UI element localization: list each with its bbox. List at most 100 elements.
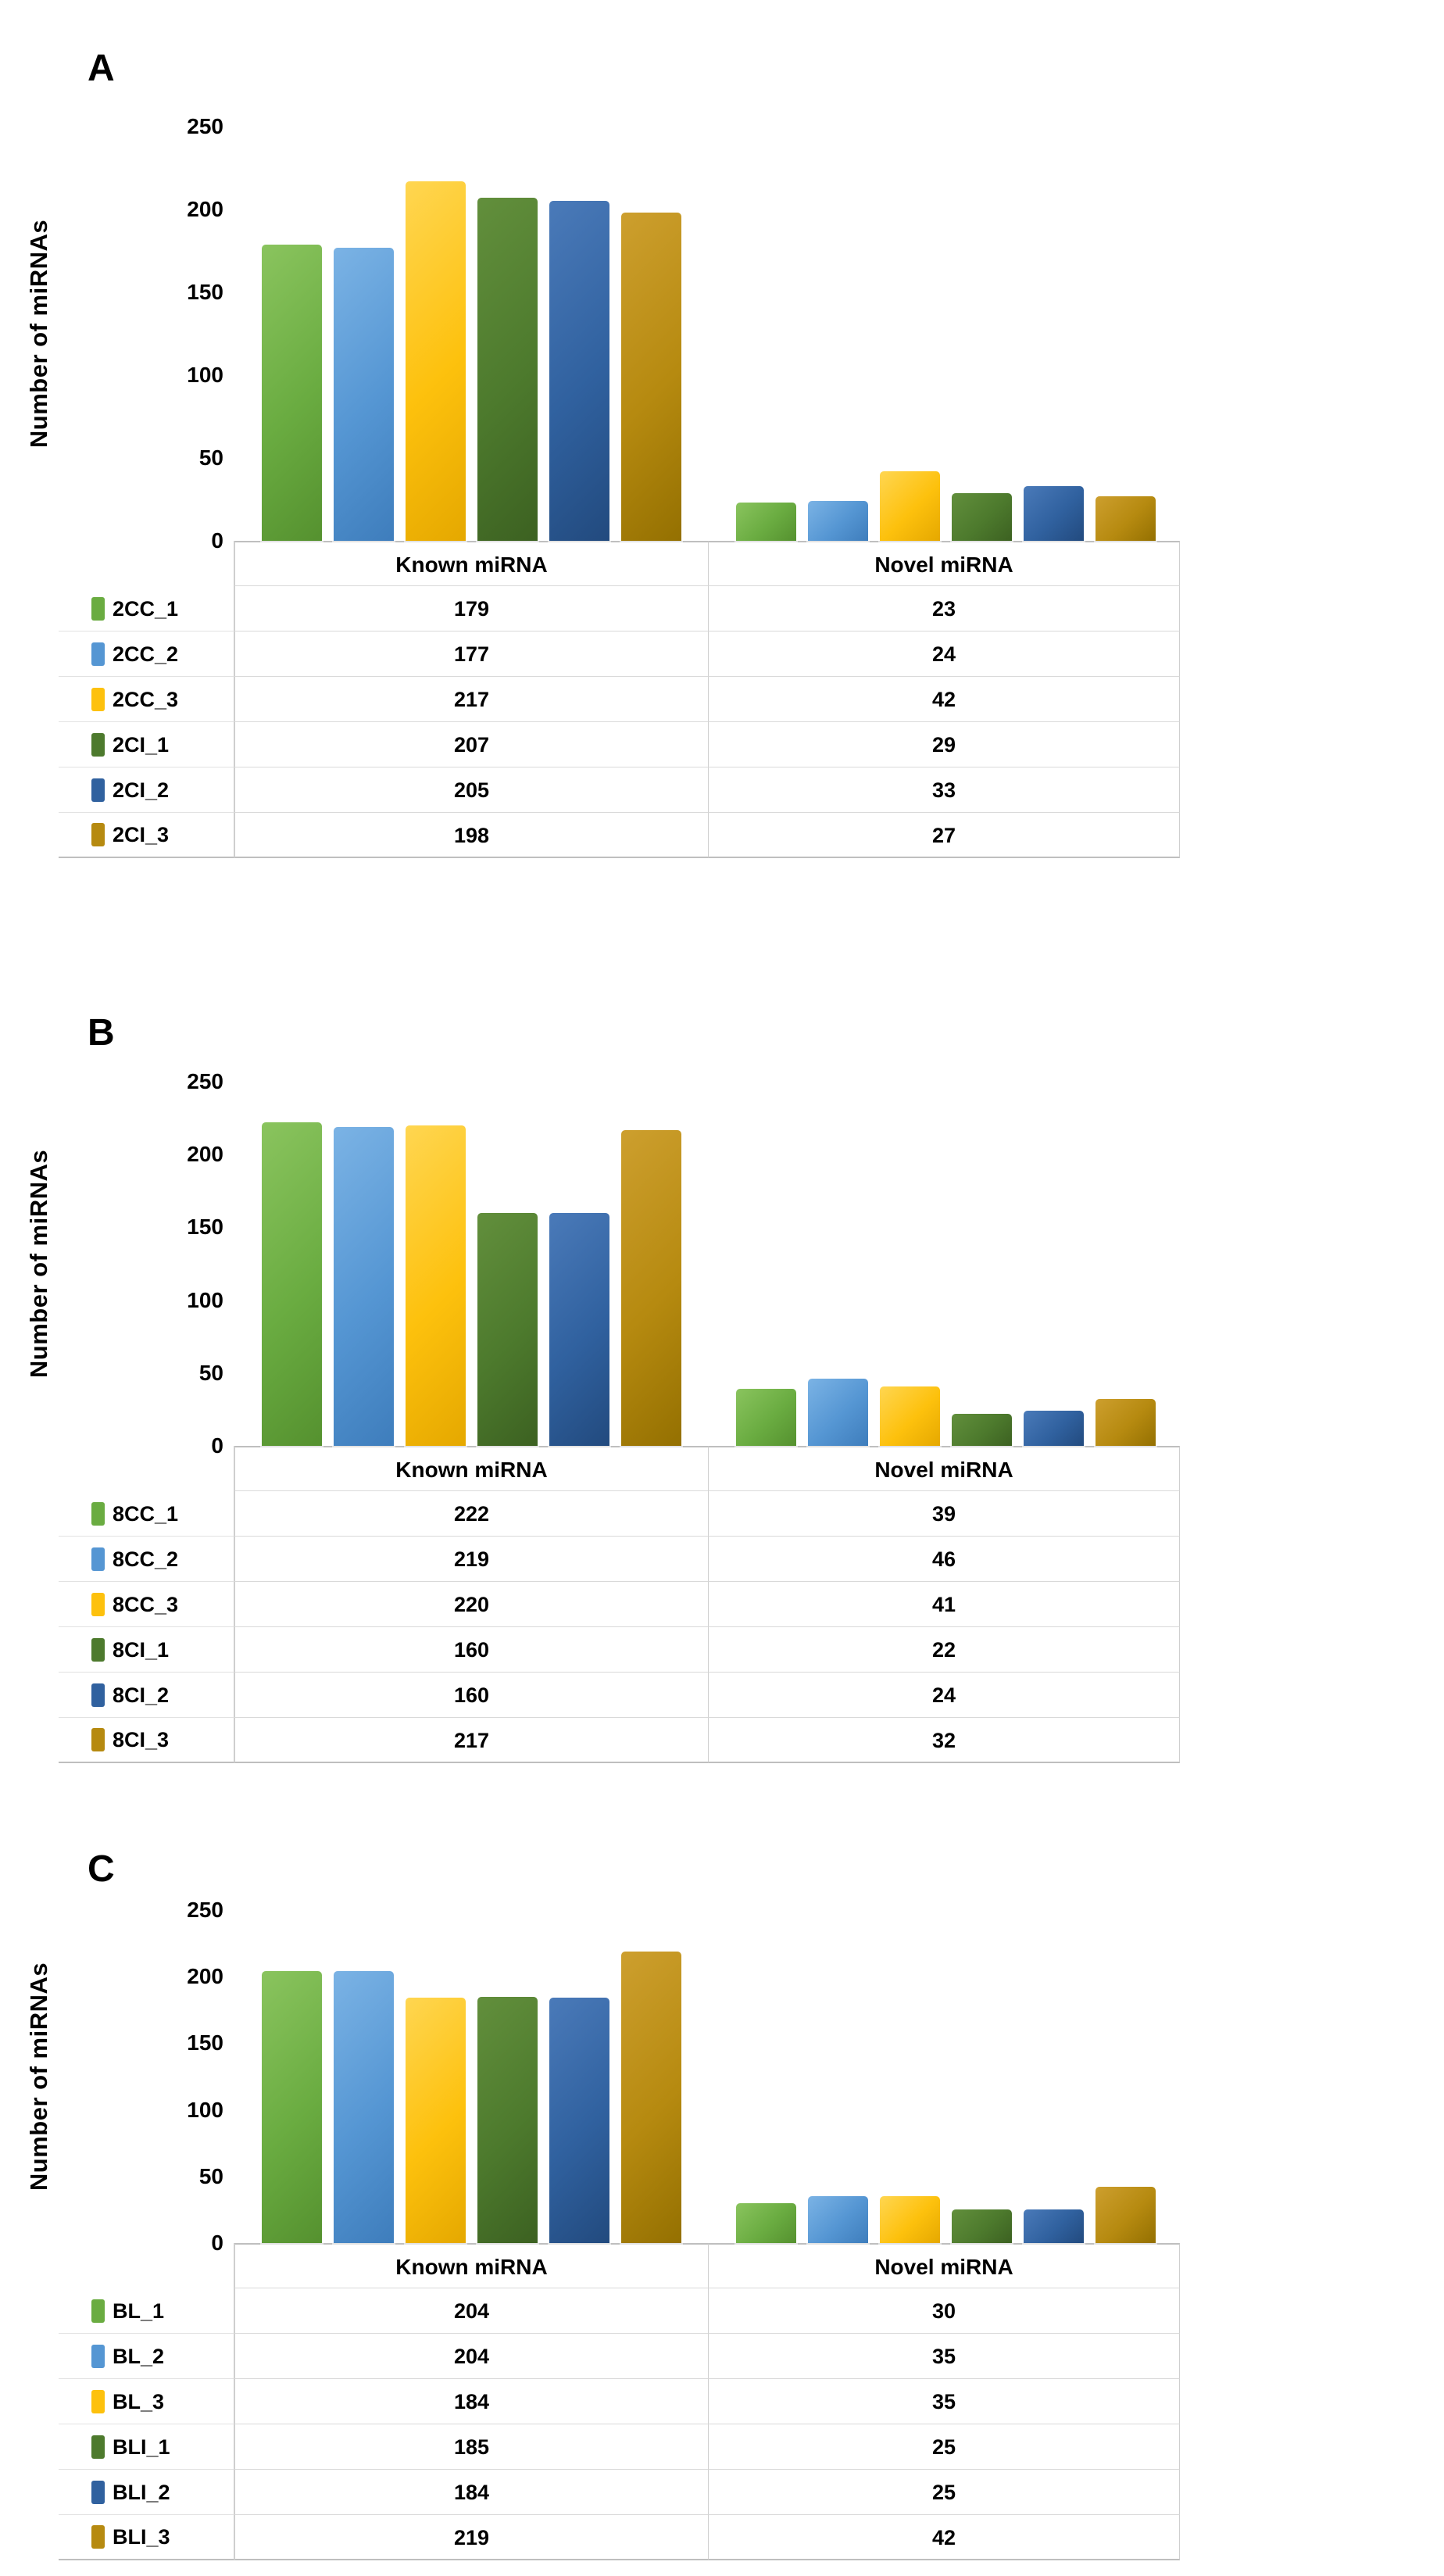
bar-BL_3-novel (880, 2196, 940, 2243)
legend-key-series-4-dark-green (91, 1637, 105, 1662)
cell-novel-8CC_2: 46 (709, 1537, 1180, 1582)
bar-BLI_1-novel (952, 2209, 1012, 2243)
bar-8CC_1-known (262, 1122, 322, 1446)
table-row-label: 8CI_2 (59, 1673, 234, 1718)
cell-novel-2CI_2: 33 (709, 767, 1180, 813)
bar-BLI_3-known (621, 1952, 681, 2243)
table-row-label: 2CI_1 (59, 722, 234, 767)
bar-BLI_1-known (477, 1997, 538, 2243)
legend-key-series-4-dark-green (91, 2435, 105, 2459)
table-corner-cell (59, 2243, 234, 2288)
table-row-label: BLI_3 (59, 2515, 234, 2560)
bar-2CC_1-known (262, 245, 322, 541)
y-tick-label: 200 (187, 1142, 223, 1167)
legend-key-series-3-yellow (91, 2389, 105, 2413)
cell-known-8CC_1: 222 (234, 1491, 709, 1537)
cell-novel-8CI_3: 32 (709, 1718, 1180, 1763)
cell-novel-8CC_3: 41 (709, 1582, 1180, 1627)
y-axis-title: Number of miRNAs (25, 1149, 52, 1379)
legend-key-series-6-olive (91, 2525, 105, 2549)
cell-novel-2CC_1: 23 (709, 586, 1180, 631)
cell-novel-BL_2: 35 (709, 2334, 1180, 2379)
cell-known-2CC_1: 179 (234, 586, 709, 631)
table-row-label: 2CC_1 (59, 586, 234, 631)
chart-area: Number of miRNAs 250 200 150 100 50 0 (0, 1898, 1444, 2255)
sample-name: BLI_1 (113, 2435, 170, 2459)
legend-key-series-1-green (91, 596, 105, 621)
bar-2CI_2-novel (1024, 486, 1084, 541)
table-header-known: Known miRNA (234, 2243, 709, 2288)
cell-novel-8CI_1: 22 (709, 1627, 1180, 1673)
legend-key-series-5-dark-blue (91, 1683, 105, 1707)
y-tick-label: 50 (198, 2163, 223, 2188)
cell-novel-2CC_2: 24 (709, 631, 1180, 677)
sample-name: 2CI_2 (113, 778, 170, 802)
bar-2CI_3-novel (1096, 496, 1156, 541)
bar-2CI_1-novel (952, 493, 1012, 541)
bar-BLI_2-novel (1024, 2209, 1084, 2243)
y-tick-label: 0 (211, 2231, 223, 2255)
panel-c: C Number of miRNAs 250 200 150 100 50 0 Known mi… (0, 1844, 1444, 2560)
sample-name: BL_2 (113, 2344, 165, 2368)
cell-known-BL_1: 204 (234, 2288, 709, 2334)
bar-2CC_2-known (334, 248, 394, 541)
bar-8CC_1-novel (736, 1389, 796, 1446)
bar-8CC_3-known (406, 1125, 466, 1446)
sample-name: 8CI_1 (113, 1637, 170, 1662)
legend-key-series-4-dark-green (91, 732, 105, 757)
table-row-label: BLI_1 (59, 2424, 234, 2470)
sample-name: 8CC_3 (113, 1592, 179, 1616)
bar-BLI_3-novel (1096, 2187, 1156, 2243)
legend-key-series-6-olive (91, 823, 105, 846)
bar-8CI_1-known (477, 1213, 538, 1446)
bar-8CI_2-novel (1024, 1411, 1084, 1446)
sample-name: 2CC_3 (113, 687, 179, 711)
panel-label: B (88, 1012, 116, 1054)
bar-2CI_3-known (621, 213, 681, 541)
table-header-novel: Novel miRNA (709, 2243, 1180, 2288)
cell-known-BLI_3: 219 (234, 2515, 709, 2560)
bar-BL_1-known (262, 1971, 322, 2243)
cell-known-2CC_2: 177 (234, 631, 709, 677)
table-header-known: Known miRNA (234, 541, 709, 586)
legend-key-series-5-dark-blue (91, 778, 105, 802)
y-axis-title: Number of miRNAs (25, 219, 52, 449)
y-tick-label: 0 (211, 1433, 223, 1458)
cell-known-2CC_3: 217 (234, 677, 709, 722)
panel-label: C (88, 1848, 116, 1890)
legend-key-series-1-green (91, 2299, 105, 2323)
plot-area (234, 127, 1180, 541)
legend-key-series-3-yellow (91, 1592, 105, 1616)
cell-novel-BL_1: 30 (709, 2288, 1180, 2334)
sample-name: BLI_3 (113, 2525, 170, 2549)
bar-BL_2-known (334, 1971, 394, 2243)
y-axis: Number of miRNAs 250 200 150 100 50 0 (0, 115, 234, 553)
table-header-known: Known miRNA (234, 1446, 709, 1491)
legend-key-series-2-blue (91, 642, 105, 666)
cell-known-BLI_2: 184 (234, 2470, 709, 2515)
table-header-novel: Novel miRNA (709, 541, 1180, 586)
table-row-label: BL_1 (59, 2288, 234, 2334)
sample-name: 8CI_3 (113, 1728, 170, 1751)
sample-name: 2CI_3 (113, 823, 170, 846)
cell-known-8CC_3: 220 (234, 1582, 709, 1627)
bar-8CI_1-novel (952, 1414, 1012, 1446)
legend-key-series-6-olive (91, 1728, 105, 1751)
y-tick-label: 250 (187, 114, 223, 138)
sample-name: BL_1 (113, 2299, 165, 2323)
y-tick-label: 150 (187, 280, 223, 304)
table-row-label: 2CC_3 (59, 677, 234, 722)
cell-known-2CI_1: 207 (234, 722, 709, 767)
chart-area: Number of miRNAs 250 200 150 100 50 0 (0, 115, 1444, 553)
table-header-novel: Novel miRNA (709, 1446, 1180, 1491)
cell-known-8CI_1: 160 (234, 1627, 709, 1673)
cell-novel-8CC_1: 39 (709, 1491, 1180, 1537)
table-row-label: BL_3 (59, 2379, 234, 2424)
sample-name: BLI_2 (113, 2480, 170, 2504)
data-table: Known miRNA Novel miRNA 2CC_1 179 23 2CC_2 177… (59, 541, 1180, 858)
bar-BL_1-novel (736, 2203, 796, 2243)
cell-known-2CI_2: 205 (234, 767, 709, 813)
bar-2CC_3-known (406, 181, 466, 541)
table-corner-cell (59, 541, 234, 586)
